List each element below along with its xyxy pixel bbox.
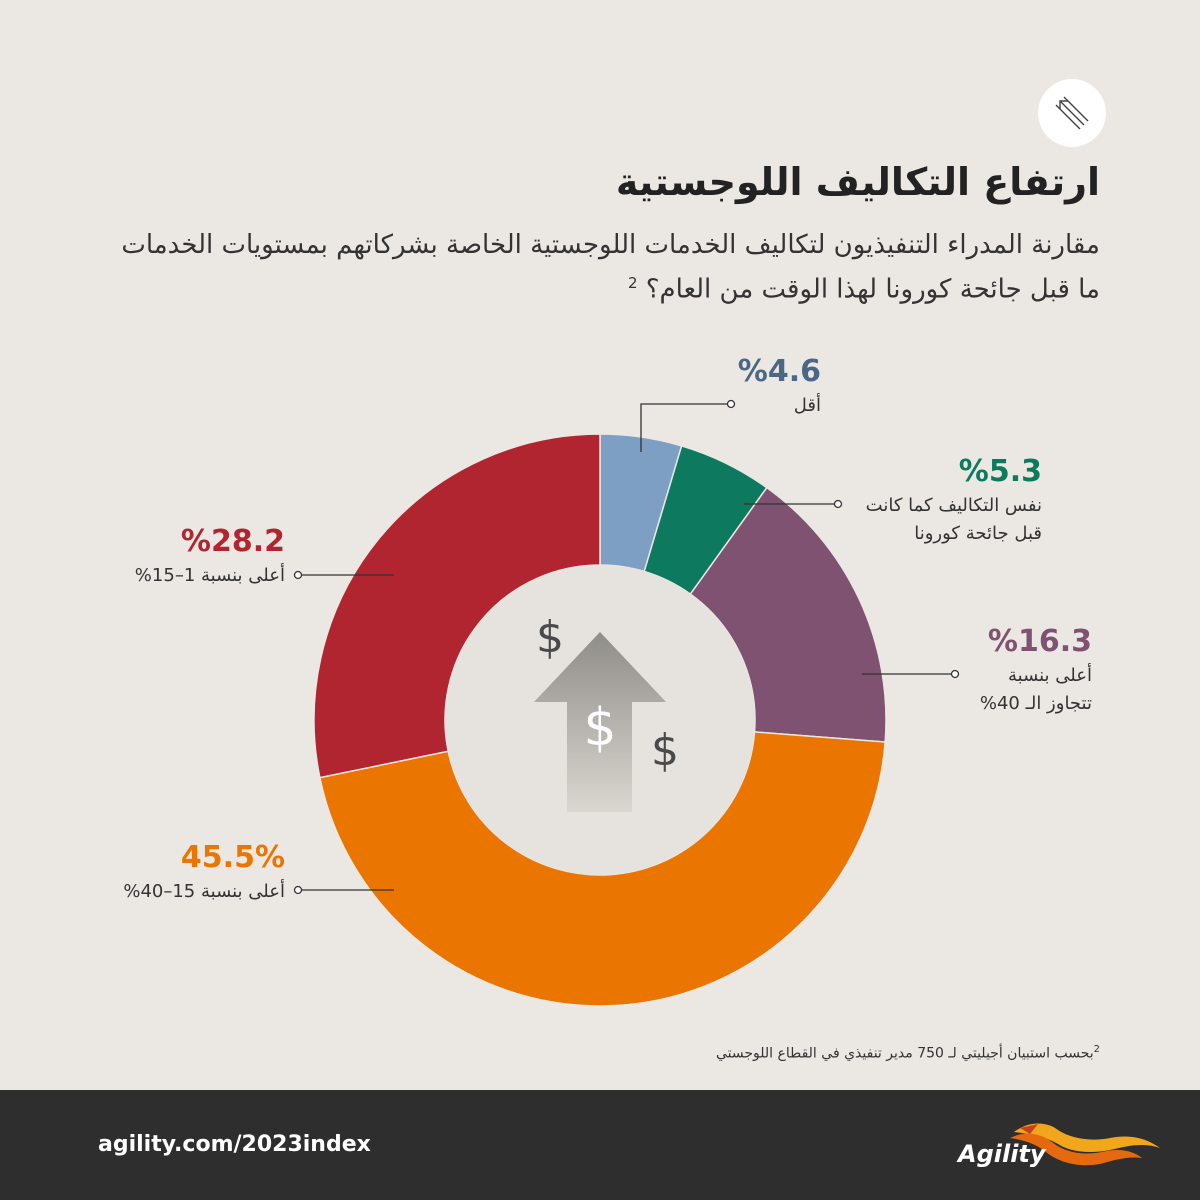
- brand-name: Agility: [958, 1140, 1046, 1168]
- slice-description: أعلى بنسبة 15–40%: [123, 881, 285, 902]
- slice-value: 45.5%: [180, 840, 285, 875]
- slice-description: قبل جائحة كورونا: [914, 523, 1042, 544]
- slice-value: %28.2: [180, 524, 285, 559]
- slice-value: %5.3: [958, 454, 1042, 489]
- slice-description: أقل: [793, 395, 821, 416]
- leader-lines: [293, 399, 960, 895]
- slice-label-1-15: %28.2 أعلى بنسبة 1–15%: [35, 522, 285, 590]
- slice-description: تتجاوز الـ 40%: [979, 693, 1092, 714]
- slice-label-over40: %16.3 أعلى بنسبة تتجاوز الـ 40%: [792, 622, 1092, 718]
- leader-dot: [293, 885, 303, 895]
- dollar-sign-icon: $: [536, 612, 564, 663]
- agility-bird-logo-icon: [1010, 1123, 1160, 1166]
- slice-description: أعلى بنسبة: [1007, 665, 1092, 686]
- page-subtitle: مقارنة المدراء التنفيذيون لتكاليف الخدما…: [100, 226, 1100, 309]
- page-title: ارتفاع التكاليف اللوجستية: [615, 160, 1100, 204]
- footer-bar: agility.com/2023index Agility: [0, 1090, 1200, 1200]
- slice-value: %4.6: [737, 354, 821, 389]
- slice-label-less: %4.6 أقل: [521, 352, 821, 420]
- slice-description: أعلى بنسبة 1–15%: [134, 565, 285, 586]
- leader-dot: [833, 499, 843, 509]
- arrows-up-left-icon: [1038, 79, 1106, 147]
- subtitle-line-1: مقارنة المدراء التنفيذيون لتكاليف الخدما…: [121, 230, 1100, 260]
- footnote: 2بحسب استبيان أجيليتي لـ 750 مدير تنفيذي…: [400, 1044, 1100, 1062]
- subtitle-line-2-text: ما قبل جائحة كورونا لهذا الوقت من العام؟: [645, 274, 1100, 305]
- slice-value: %16.3: [987, 624, 1092, 659]
- footer-url-link[interactable]: agility.com/2023index: [98, 1132, 371, 1157]
- leader-dot: [950, 669, 960, 679]
- slice-label-same: %5.3 نفس التكاليف كما كانت قبل جائحة كور…: [742, 452, 1042, 548]
- subtitle-footnote-ref: 2: [627, 274, 638, 292]
- up-arrow-icon: [534, 632, 666, 812]
- slice-label-15-40: 45.5% أعلى بنسبة 15–40%: [35, 838, 285, 906]
- leader-dot: [726, 399, 736, 409]
- footnote-text: بحسب استبيان أجيليتي لـ 750 مدير تنفيذي …: [715, 1045, 1094, 1062]
- agility-logo[interactable]: Agility: [950, 1108, 1170, 1188]
- subtitle-line-2: ما قبل جائحة كورونا لهذا الوقت من العام؟…: [100, 264, 1100, 309]
- donut-chart: $ $ $: [293, 399, 960, 1007]
- leader-line: [640, 403, 731, 452]
- leader-dot: [293, 570, 303, 580]
- slice-description: نفس التكاليف كما كانت: [865, 495, 1042, 516]
- dollar-sign-icon: $: [651, 725, 679, 776]
- dollar-sign-icon: $: [583, 698, 616, 758]
- footnote-ref: 2: [1093, 1044, 1100, 1055]
